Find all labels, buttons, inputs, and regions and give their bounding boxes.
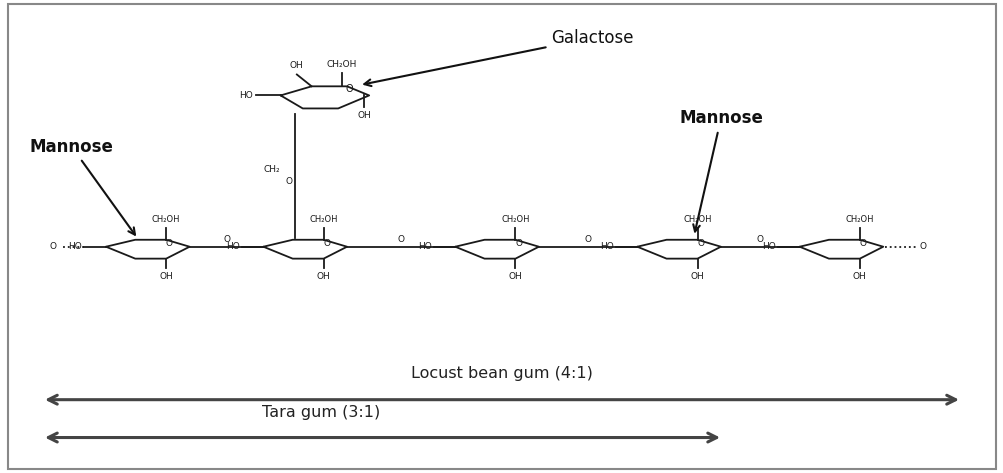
Text: HO: HO <box>68 242 82 251</box>
Text: O: O <box>859 239 866 248</box>
Text: OH: OH <box>316 272 330 281</box>
Text: OH: OH <box>509 272 522 281</box>
Text: Tara gum (3:1): Tara gum (3:1) <box>262 405 380 420</box>
Text: OH: OH <box>159 272 173 281</box>
Text: O: O <box>323 239 330 248</box>
Text: OH: OH <box>853 272 866 281</box>
Text: CH₂OH: CH₂OH <box>500 215 530 224</box>
Text: O: O <box>223 236 230 245</box>
Text: Galactose: Galactose <box>364 29 633 86</box>
Text: OH: OH <box>357 111 371 120</box>
Text: Mannose: Mannose <box>678 109 762 231</box>
Text: O: O <box>919 242 926 251</box>
Text: O: O <box>696 239 703 248</box>
Text: O: O <box>165 239 173 248</box>
Text: O: O <box>50 242 57 251</box>
Text: O: O <box>584 236 591 245</box>
Text: Locust bean gum (4:1): Locust bean gum (4:1) <box>410 366 593 381</box>
Text: HO: HO <box>239 91 253 100</box>
Text: HO: HO <box>761 242 775 251</box>
Text: O: O <box>397 236 404 245</box>
Text: HO: HO <box>417 242 431 251</box>
Text: OH: OH <box>290 61 304 70</box>
Text: HO: HO <box>226 242 240 251</box>
Text: CH₂OH: CH₂OH <box>309 215 338 224</box>
Text: Mannose: Mannose <box>30 138 134 235</box>
Text: CH₂: CH₂ <box>264 165 281 174</box>
Text: CH₂OH: CH₂OH <box>845 215 874 224</box>
Text: CH₂OH: CH₂OH <box>327 60 357 69</box>
Text: OH: OH <box>690 272 704 281</box>
Text: O: O <box>756 236 763 245</box>
Text: CH₂OH: CH₂OH <box>683 215 711 224</box>
Text: CH₂OH: CH₂OH <box>151 215 181 224</box>
Text: HO: HO <box>600 242 613 251</box>
Text: O: O <box>515 239 522 248</box>
Text: O: O <box>285 176 292 185</box>
Text: O: O <box>345 84 353 94</box>
